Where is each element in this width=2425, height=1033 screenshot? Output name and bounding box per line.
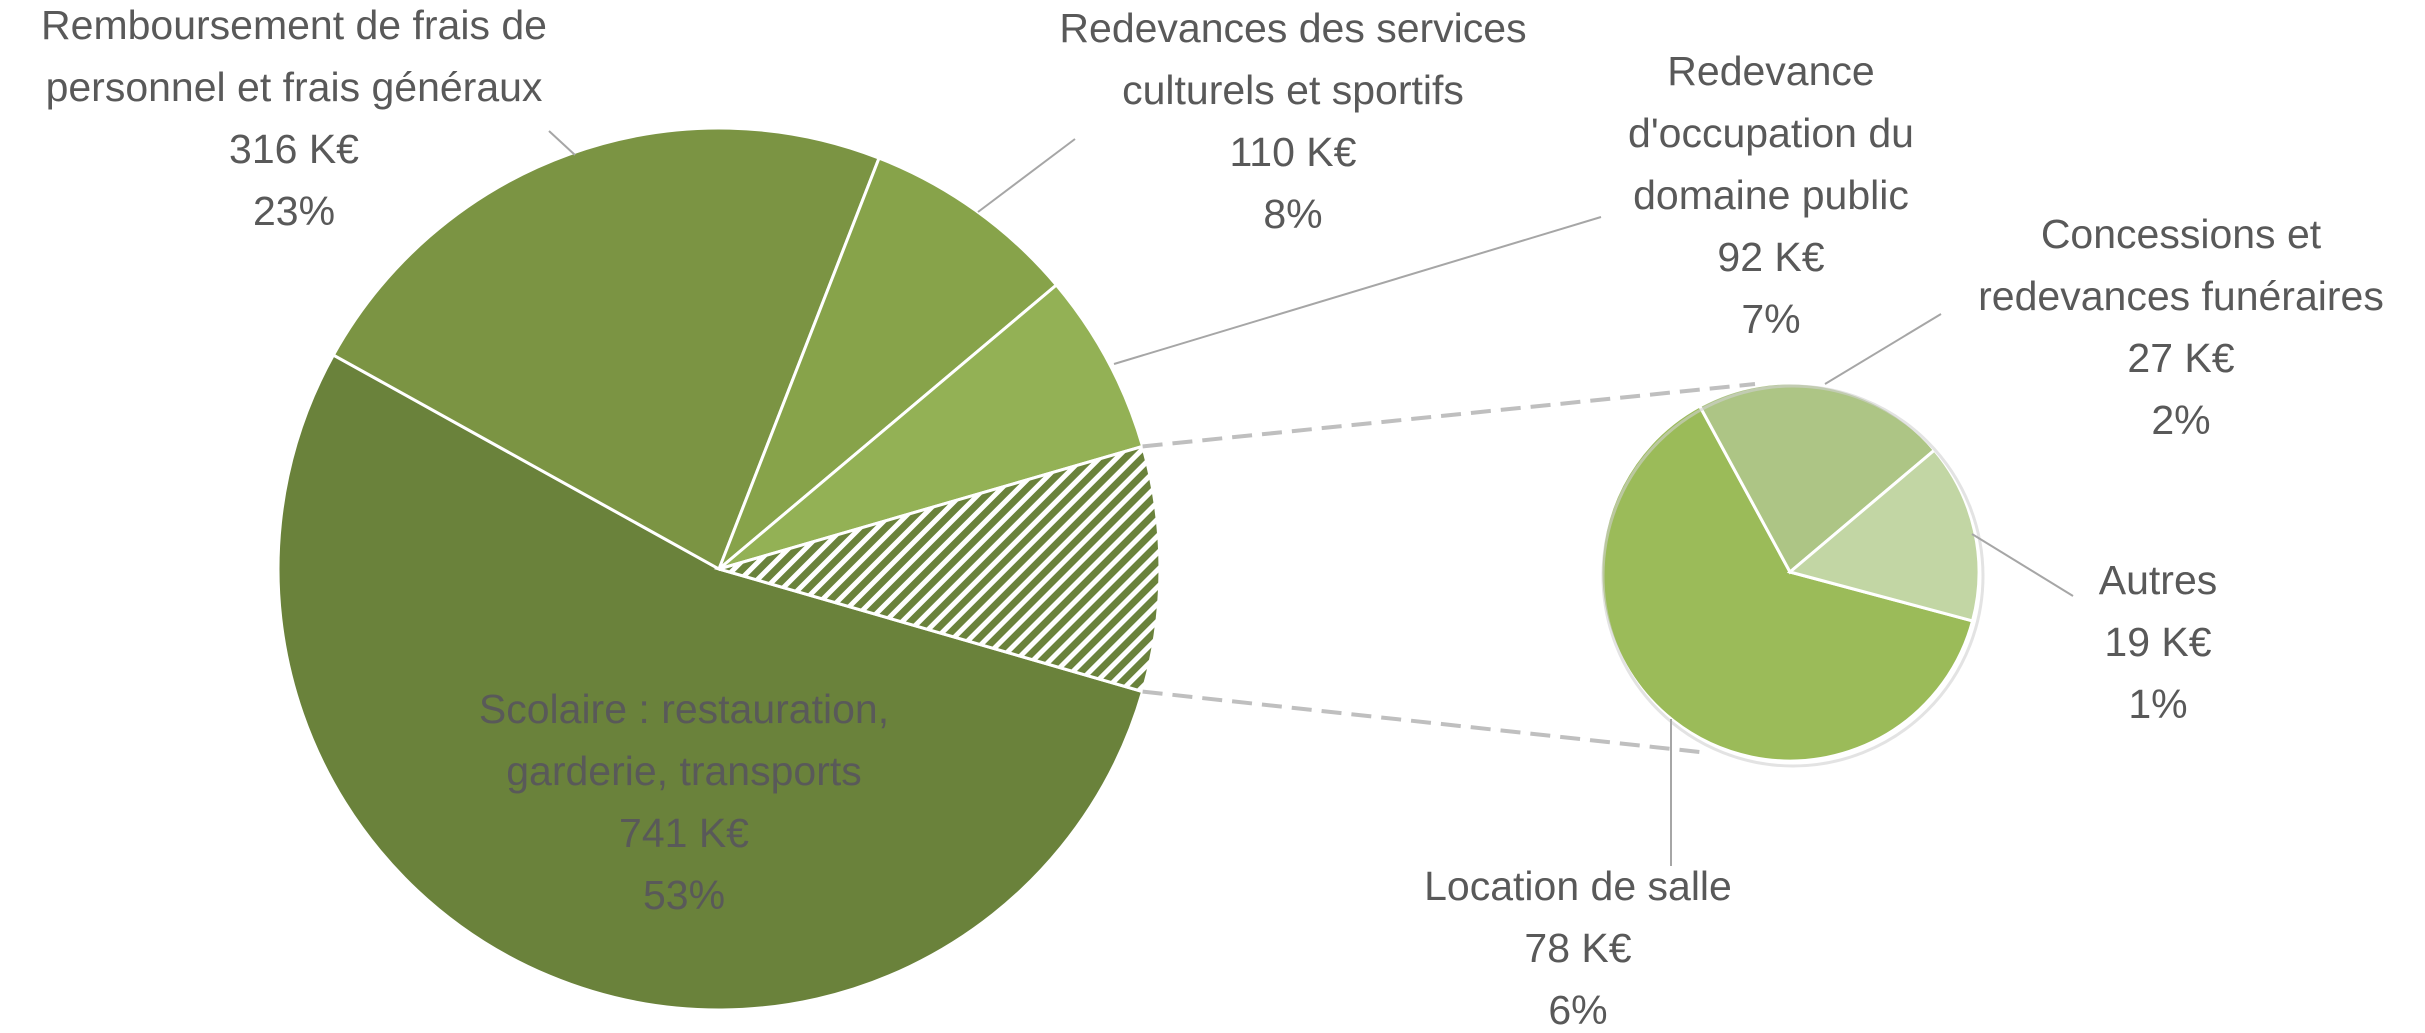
connector-line [1142,382,1756,449]
secondary-slice [1599,403,1975,763]
leader-line [1824,313,1942,385]
data-label-name: Concessions et redevances funéraires [1978,211,2384,319]
pie-slice [717,156,1059,571]
leader-line [548,130,576,156]
data-label-name: Scolaire : restauration, garderie, transp… [479,686,889,794]
data-label-percent: 2% [2151,397,2210,443]
data-label-percent: 23% [253,188,335,234]
data-label-name: Redevance d'occupation du domaine public [1628,48,1914,218]
data-label-value: 78 K€ [1524,925,1631,971]
data-label-percent: 8% [1263,191,1322,237]
data-label-value: 110 K€ [1230,129,1357,175]
data-label-value: 27 K€ [2127,335,2234,381]
data-label-name: Autres [2099,557,2218,603]
data-label-percent: 7% [1741,296,1800,342]
data-label-percent: 6% [1548,987,1607,1033]
data-label-value: 316 K€ [229,126,359,172]
pie-slice-other [713,444,1162,694]
pie-slice [331,126,881,572]
data-label-name: Location de salle [1424,863,1732,909]
data-label-value: 19 K€ [2104,619,2211,665]
leader-line [1971,533,2074,597]
data-label-name: Redevances des services culturels et spor… [1059,5,1526,113]
connector-line [1142,689,1710,755]
data-label-percent: 1% [2128,681,2187,727]
pie-slice [718,282,1145,571]
pie-slice [276,352,1145,1012]
data-label-percent: 53% [643,872,725,918]
data-label-value: 92 K€ [1717,234,1824,280]
secondary-shadow [1601,384,1985,768]
leader-line [1113,216,1602,365]
data-label-value: 741 K€ [619,810,749,856]
data-label-name: Remboursement de frais de personnel et fr… [41,2,547,110]
leader-line [977,138,1076,213]
